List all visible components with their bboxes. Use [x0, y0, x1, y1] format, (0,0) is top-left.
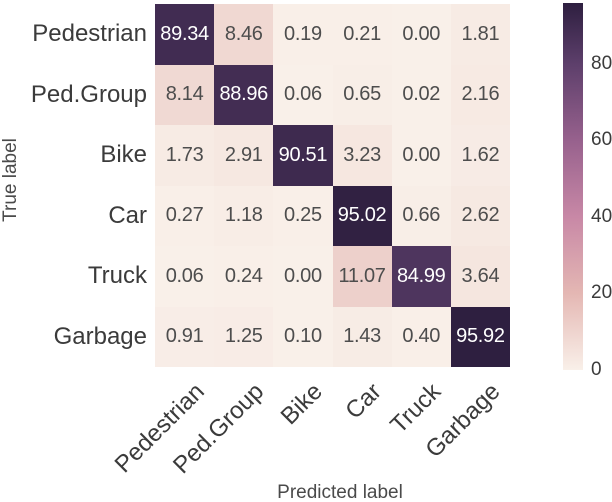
- heatmap-cell: 1.18: [214, 185, 274, 246]
- y-tick-label: Ped.Group: [30, 80, 147, 108]
- heatmap-cell: 95.92: [450, 306, 510, 367]
- heatmap-cell: 1.73: [155, 125, 215, 186]
- heatmap-cell: 1.62: [450, 125, 510, 186]
- heatmap-cell: 0.19: [273, 4, 333, 65]
- x-tick-label: Car: [340, 378, 388, 425]
- y-tick-label: Pedestrian: [32, 20, 147, 48]
- heatmap-cell: 3.64: [450, 246, 510, 307]
- x-tick-label: Bike: [275, 378, 329, 431]
- heatmap-cell: 1.43: [332, 306, 392, 367]
- heatmap-cell: 0.21: [332, 4, 392, 65]
- heatmap-cell: 0.66: [391, 185, 451, 246]
- heatmap-cell: 8.14: [155, 64, 215, 125]
- colorbar-gradient: [563, 3, 583, 370]
- y-tick-label: Truck: [87, 262, 147, 290]
- colorbar-tick-label: 20: [591, 282, 612, 304]
- heatmap-cell: 0.00: [391, 125, 451, 186]
- y-tick-labels: Pedestrian Ped.Group Bike Car Truck Garbage: [0, 4, 147, 367]
- heatmap-cell: 1.81: [450, 4, 510, 65]
- x-axis-title: Predicted label: [277, 482, 403, 502]
- colorbar-tick-label: 60: [591, 129, 612, 151]
- colorbar-tick-label: 0: [591, 359, 602, 380]
- heatmap-cell: 0.27: [155, 185, 215, 246]
- heatmap-cell: 0.06: [155, 246, 215, 307]
- heatmap-grid: 89.34 8.46 0.19 0.21 0.00 1.81 8.14 88.96 0.06 0.…: [155, 4, 510, 367]
- heatmap-cell: 90.51: [273, 125, 333, 186]
- colorbar-tick-label: 40: [591, 205, 612, 227]
- heatmap-cell: 2.16: [450, 64, 510, 125]
- heatmap-cell: 0.25: [273, 185, 333, 246]
- heatmap-cell: 0.00: [391, 4, 451, 65]
- y-tick-label: Garbage: [53, 322, 147, 350]
- heatmap-cell: 0.02: [391, 64, 451, 125]
- heatmap-cell: 88.96: [214, 64, 274, 125]
- heatmap-cell: 11.07: [332, 246, 392, 307]
- heatmap-cell: 8.46: [214, 4, 274, 65]
- heatmap-cell: 0.65: [332, 64, 392, 125]
- heatmap-cell: 0.24: [214, 246, 274, 307]
- heatmap-cell: 0.91: [155, 306, 215, 367]
- heatmap-cell: 1.25: [214, 306, 274, 367]
- heatmap-cell: 2.62: [450, 185, 510, 246]
- heatmap-cell: 0.06: [273, 64, 333, 125]
- heatmap-cell: 3.23: [332, 125, 392, 186]
- heatmap-cell: 0.00: [273, 246, 333, 307]
- heatmap-cell: 2.91: [214, 125, 274, 186]
- heatmap-cell: 95.02: [332, 185, 392, 246]
- y-tick-label: Bike: [100, 141, 147, 169]
- heatmap-cell: 0.40: [391, 306, 451, 367]
- heatmap-cell: 84.99: [391, 246, 451, 307]
- colorbar-tick-label: 80: [591, 52, 612, 74]
- heatmap-cell: 89.34: [155, 4, 215, 65]
- y-tick-label: Car: [108, 201, 147, 229]
- heatmap-cell: 0.10: [273, 306, 333, 367]
